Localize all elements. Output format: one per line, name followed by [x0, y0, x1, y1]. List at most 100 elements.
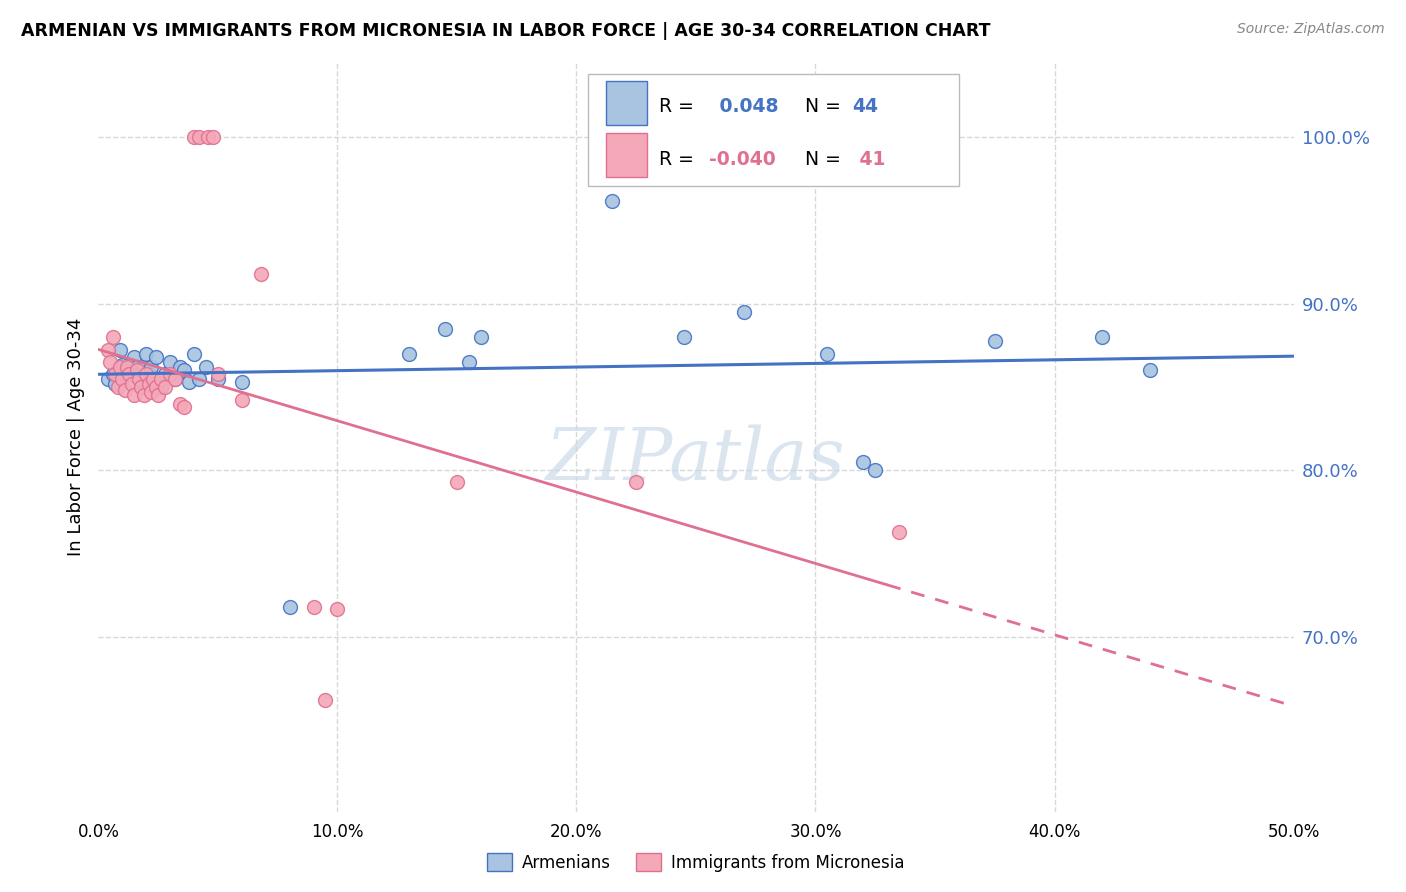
Point	[132, 388, 155, 402]
Point	[852, 455, 875, 469]
Point	[155, 367, 177, 381]
Point	[132, 360, 155, 375]
Point	[865, 463, 887, 477]
Point	[187, 372, 209, 386]
Text: R =: R =	[659, 150, 700, 169]
Point	[470, 330, 492, 344]
Point	[108, 360, 131, 375]
Point	[169, 360, 191, 375]
Point	[125, 363, 148, 377]
Point	[131, 380, 153, 394]
Point	[183, 130, 205, 145]
Point	[207, 372, 229, 386]
Point	[163, 372, 186, 386]
Point	[114, 367, 136, 381]
Point	[138, 376, 160, 391]
Point	[195, 360, 218, 375]
Point	[101, 330, 124, 344]
Point	[118, 360, 141, 375]
Point	[114, 384, 136, 398]
Point	[121, 368, 143, 383]
Point	[145, 380, 167, 394]
Point	[155, 380, 177, 394]
Point	[149, 380, 172, 394]
Point	[149, 372, 172, 386]
Point	[250, 267, 273, 281]
Point	[169, 397, 191, 411]
Point	[446, 475, 468, 489]
Point	[197, 130, 219, 145]
Point	[187, 130, 209, 145]
Point	[148, 388, 170, 402]
Y-axis label: In Labor Force | Age 30-34: In Labor Force | Age 30-34	[66, 318, 84, 557]
Point	[434, 322, 457, 336]
Point	[138, 367, 160, 381]
Point	[1139, 363, 1161, 377]
Point	[108, 343, 131, 358]
Point	[183, 347, 205, 361]
Point	[104, 367, 127, 381]
Point	[673, 330, 696, 344]
Point	[1091, 330, 1114, 344]
Point	[163, 372, 186, 386]
Point	[173, 363, 195, 377]
FancyBboxPatch shape	[606, 80, 647, 125]
Text: ZIPatlas: ZIPatlas	[546, 425, 846, 495]
Point	[207, 367, 229, 381]
Point	[118, 367, 141, 381]
Point	[131, 380, 153, 394]
Point	[231, 393, 253, 408]
Legend: Armenians, Immigrants from Micronesia: Armenians, Immigrants from Micronesia	[481, 847, 911, 879]
Point	[302, 599, 325, 614]
Point	[101, 367, 124, 381]
Text: 44: 44	[852, 97, 879, 116]
Text: R =: R =	[659, 97, 700, 116]
FancyBboxPatch shape	[589, 74, 959, 186]
Point	[142, 372, 165, 386]
Point	[626, 475, 648, 489]
Point	[173, 400, 195, 414]
Point	[97, 343, 120, 358]
Point	[135, 367, 157, 381]
Point	[602, 194, 624, 208]
Text: ARMENIAN VS IMMIGRANTS FROM MICRONESIA IN LABOR FORCE | AGE 30-34 CORRELATION CH: ARMENIAN VS IMMIGRANTS FROM MICRONESIA I…	[21, 22, 991, 40]
Point	[124, 388, 146, 402]
Point	[815, 347, 838, 361]
Point	[128, 372, 150, 386]
Point	[104, 376, 127, 391]
FancyBboxPatch shape	[606, 133, 647, 178]
Point	[889, 524, 911, 539]
Text: N =: N =	[804, 150, 846, 169]
Point	[111, 359, 134, 373]
Point	[124, 350, 146, 364]
Point	[326, 601, 349, 615]
Point	[139, 360, 162, 375]
Point	[98, 355, 122, 369]
Point	[159, 355, 181, 369]
Point	[135, 347, 157, 361]
Text: -0.040: -0.040	[709, 150, 776, 169]
Text: 41: 41	[852, 150, 884, 169]
Point	[125, 360, 148, 375]
Point	[458, 355, 481, 369]
Text: Source: ZipAtlas.com: Source: ZipAtlas.com	[1237, 22, 1385, 37]
Point	[231, 375, 253, 389]
Point	[159, 367, 181, 381]
Point	[278, 599, 301, 614]
Point	[128, 372, 150, 386]
Point	[398, 347, 420, 361]
Point	[115, 360, 138, 375]
Point	[984, 334, 1007, 348]
Point	[733, 305, 755, 319]
Point	[315, 693, 337, 707]
Point	[121, 376, 143, 391]
Point	[139, 385, 162, 400]
Point	[145, 350, 167, 364]
Point	[179, 375, 201, 389]
Point	[148, 372, 170, 386]
Text: N =: N =	[804, 97, 846, 116]
Point	[111, 372, 134, 386]
Point	[107, 380, 129, 394]
Point	[97, 372, 120, 386]
Text: 0.048: 0.048	[713, 97, 778, 116]
